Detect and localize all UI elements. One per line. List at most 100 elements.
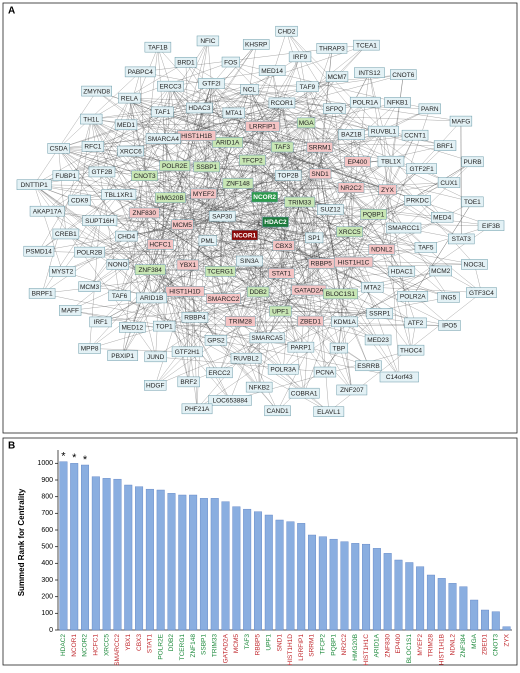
x-tick-label: ZNF830 bbox=[384, 634, 391, 658]
node-label: XRCC5 bbox=[339, 229, 361, 236]
x-tick-label: DDB2 bbox=[168, 634, 175, 652]
node-label: SMARCC2 bbox=[208, 296, 240, 303]
node-label: ZBED1 bbox=[300, 318, 321, 325]
node-label: RBBP5 bbox=[311, 261, 333, 268]
node-label: SP1 bbox=[308, 235, 321, 242]
y-tick-label: 1000 bbox=[37, 460, 53, 467]
node-label: MED1 bbox=[117, 122, 135, 129]
node-label: POLR2A bbox=[400, 293, 426, 300]
node-label: CHD2 bbox=[278, 28, 296, 35]
bar bbox=[124, 485, 132, 630]
y-tick-label: 900 bbox=[41, 477, 53, 484]
bar bbox=[287, 522, 295, 630]
node-label: GPS2 bbox=[207, 337, 225, 344]
node-label: AKAP17A bbox=[33, 208, 63, 215]
node-label: NDNL2 bbox=[371, 247, 393, 254]
node-label: HDAC3 bbox=[188, 105, 210, 112]
x-tick-label: UPF1 bbox=[266, 634, 273, 651]
node-label: CCNT1 bbox=[404, 132, 426, 139]
node-label: ZMYND8 bbox=[83, 88, 110, 95]
node-label: SND1 bbox=[311, 171, 329, 178]
annotation: * bbox=[83, 454, 88, 466]
node-label: RELA bbox=[121, 95, 139, 102]
node-label: GTF3C4 bbox=[469, 290, 494, 297]
node-label: ZNF148 bbox=[226, 181, 250, 188]
node-label: ARID1B bbox=[140, 295, 163, 302]
node-label: SRRM1 bbox=[308, 144, 331, 151]
x-tick-label: HIST1H1B bbox=[438, 634, 445, 665]
y-tick-label: 700 bbox=[41, 510, 53, 517]
x-tick-label: HMG20B bbox=[352, 634, 359, 661]
x-tick-label: STAT1 bbox=[147, 634, 154, 654]
node-label: PURB bbox=[464, 159, 482, 166]
bar bbox=[92, 477, 100, 630]
x-tick-label: SND1 bbox=[276, 634, 283, 652]
x-tick-label: ZYX bbox=[503, 633, 510, 646]
x-tick-label: PQBP1 bbox=[330, 634, 337, 656]
x-tick-label: ZBED1 bbox=[482, 634, 489, 655]
node-label: HDAC2 bbox=[264, 219, 287, 226]
node-label: CDK9 bbox=[71, 197, 89, 204]
node-label: MCM2 bbox=[431, 268, 451, 275]
x-tick-label: MCM5 bbox=[233, 634, 240, 654]
node-label: TCERG1 bbox=[207, 269, 234, 276]
bar bbox=[460, 587, 468, 630]
node-label: POLR2B bbox=[77, 249, 103, 256]
node-label: HDGF bbox=[146, 383, 164, 390]
node-label: SMARCA5 bbox=[251, 335, 283, 342]
bar bbox=[470, 600, 478, 630]
edge bbox=[185, 291, 189, 382]
node-label: TRIM28 bbox=[229, 318, 253, 325]
bar bbox=[276, 520, 284, 630]
node-label: SUPT16H bbox=[85, 218, 115, 225]
node-label: INTS12 bbox=[358, 70, 380, 77]
node-label: THOC4 bbox=[400, 347, 422, 354]
annotation: * bbox=[72, 452, 77, 464]
node-label: GTF2F1 bbox=[410, 166, 435, 173]
node-label: SAP30 bbox=[212, 213, 233, 220]
node-label: LRRFIP1 bbox=[249, 123, 276, 130]
bar bbox=[449, 583, 457, 630]
node-label: PHF21A bbox=[185, 406, 210, 413]
node-label: POLR2E bbox=[162, 163, 188, 170]
node-label: CNOT3 bbox=[134, 173, 156, 180]
node-label: HIST1H1C bbox=[338, 259, 370, 266]
edge bbox=[300, 161, 391, 202]
node-label: MCM5 bbox=[173, 222, 193, 229]
bar bbox=[351, 543, 359, 630]
node-label: PML bbox=[201, 238, 215, 245]
bar bbox=[211, 498, 219, 630]
x-tick-label: NCOR2 bbox=[82, 634, 89, 657]
bar bbox=[265, 515, 273, 630]
node-label: NOC3L bbox=[464, 262, 486, 269]
node-label: TAF1 bbox=[155, 109, 171, 116]
y-tick-label: 500 bbox=[41, 544, 53, 551]
x-tick-label: GATAD2A bbox=[222, 633, 229, 663]
node-label: CNOT6 bbox=[392, 72, 414, 79]
x-tick-label: HCFC1 bbox=[93, 634, 100, 656]
node-label: RCOR1 bbox=[271, 100, 294, 107]
node-label: TAF1B bbox=[148, 44, 168, 51]
node-label: EIF3B bbox=[482, 223, 500, 230]
node-label: SIN3A bbox=[240, 258, 259, 265]
node-label: MED23 bbox=[367, 337, 389, 344]
node-label: KDM1A bbox=[333, 319, 356, 326]
node-label: TAF6 bbox=[112, 293, 128, 300]
bar bbox=[233, 507, 241, 630]
edge bbox=[34, 185, 62, 272]
edge bbox=[158, 47, 171, 86]
edge bbox=[402, 271, 411, 350]
bar bbox=[319, 537, 327, 630]
node-label: SUZ12 bbox=[320, 207, 341, 214]
node-label: MCM7 bbox=[327, 74, 347, 81]
x-tick-label: HDAC2 bbox=[60, 634, 67, 656]
bar bbox=[243, 509, 251, 630]
node-label: SSBP1 bbox=[196, 164, 217, 171]
x-tick-label: SSBP1 bbox=[201, 634, 208, 655]
edge bbox=[278, 190, 388, 411]
node-label: MCM3 bbox=[80, 284, 100, 291]
x-tick-label: MYEF2 bbox=[417, 634, 424, 656]
node-label: TFCP2 bbox=[242, 157, 263, 164]
node-label: PBXIP1 bbox=[111, 353, 134, 360]
